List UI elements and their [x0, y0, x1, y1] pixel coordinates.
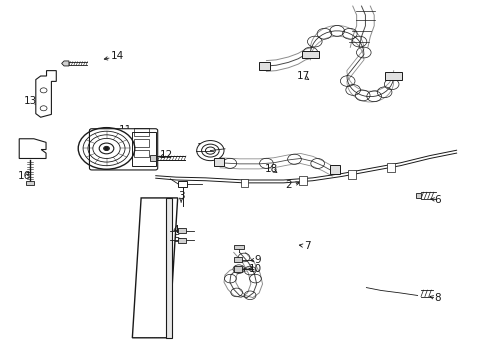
Bar — [25, 181, 34, 185]
Bar — [166, 198, 172, 338]
Bar — [240, 179, 248, 187]
Bar — [259, 62, 269, 69]
Text: 13: 13 — [23, 96, 37, 106]
Text: 2: 2 — [285, 180, 291, 190]
Bar — [178, 228, 185, 233]
Bar — [233, 266, 241, 272]
Bar — [329, 165, 339, 174]
FancyBboxPatch shape — [89, 129, 158, 170]
Text: 19: 19 — [196, 143, 209, 153]
Bar — [384, 72, 402, 80]
Bar — [134, 128, 149, 136]
Circle shape — [40, 88, 47, 93]
Polygon shape — [61, 61, 69, 66]
Bar — [150, 155, 156, 161]
Text: 15: 15 — [20, 139, 33, 149]
Text: 1: 1 — [102, 155, 109, 165]
Text: 17: 17 — [296, 71, 309, 81]
Polygon shape — [36, 71, 56, 117]
Text: 7: 7 — [304, 241, 310, 251]
Bar — [134, 149, 149, 157]
Circle shape — [201, 144, 219, 157]
Text: 3: 3 — [178, 191, 184, 201]
Text: 4: 4 — [173, 225, 179, 235]
Text: 8: 8 — [433, 293, 440, 303]
Bar — [178, 181, 186, 187]
Bar — [178, 238, 185, 243]
Text: 10: 10 — [248, 264, 261, 274]
Circle shape — [205, 147, 215, 154]
Circle shape — [40, 106, 47, 111]
Bar — [132, 132, 156, 166]
Text: 9: 9 — [254, 255, 261, 265]
Bar — [347, 170, 355, 179]
Polygon shape — [132, 198, 177, 338]
Circle shape — [196, 140, 224, 161]
Bar — [214, 158, 224, 166]
Text: 18: 18 — [264, 164, 277, 174]
Polygon shape — [19, 139, 46, 158]
Circle shape — [104, 147, 109, 150]
Bar — [134, 139, 149, 147]
Text: 11: 11 — [118, 125, 131, 135]
Text: 16: 16 — [18, 171, 31, 181]
Text: 14: 14 — [111, 51, 124, 61]
Bar — [299, 176, 306, 185]
Bar — [415, 193, 420, 198]
Bar — [301, 51, 319, 58]
Bar — [233, 244, 243, 249]
Bar — [386, 163, 394, 172]
Text: 6: 6 — [433, 195, 440, 205]
Text: 5: 5 — [173, 234, 179, 244]
Bar — [233, 257, 241, 262]
Text: 12: 12 — [160, 150, 173, 160]
